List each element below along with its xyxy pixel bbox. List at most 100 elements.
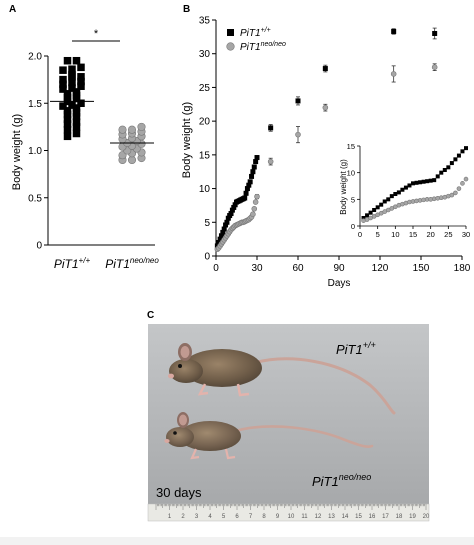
panel-a-point-wt (63, 107, 72, 115)
mouse-wt-eye (178, 364, 182, 368)
panel-b-point-wt (246, 182, 252, 188)
inset-point-wt (407, 183, 412, 188)
panel-a-point-wt (63, 110, 72, 119)
panel-a-y-tick-label: 2.0 (28, 52, 42, 63)
panel-a-category-neo: PiT1neo/neo (105, 256, 159, 271)
ruler-number: 14 (342, 514, 349, 520)
legend-wt-marker (227, 29, 234, 36)
ruler-number: 20 (423, 514, 430, 520)
panel-b-y-tick-label: 5 (204, 218, 210, 229)
mouse-neo-head (166, 427, 194, 447)
inset-x-tick-label: 20 (426, 230, 434, 239)
panel-a-point-wt (77, 82, 85, 90)
legend-neo-label: PiT1neo/neo (240, 41, 286, 53)
panel-a-y-tick-label: 1.5 (28, 99, 42, 110)
ruler-number: 4 (208, 514, 212, 520)
ruler-number: 11 (301, 514, 308, 520)
panel-b-point-wt (217, 236, 223, 242)
panel-b-point-neo (431, 64, 438, 70)
panel-b-x-tick-label: 180 (454, 263, 471, 274)
inset-point-neo (449, 192, 455, 198)
inset-point-wt (425, 179, 430, 184)
panel-b-point-wt (432, 30, 438, 36)
inset-y-tick-label: 10 (347, 169, 355, 178)
panel-b-point-wt (225, 215, 231, 221)
inset-point-wt (379, 202, 384, 207)
significance-bracket: * (72, 28, 120, 42)
panel-b-points (214, 27, 438, 253)
panel-b-point-wt (242, 195, 248, 201)
panel-a-point-wt (72, 123, 81, 131)
panel-b-point-wt (221, 226, 227, 232)
panel-a-point-neo (137, 122, 146, 131)
panel-a-point-wt (72, 91, 81, 100)
inset-y-label: Body weight (g) (339, 159, 348, 215)
panel-a-point-wt (77, 77, 85, 86)
panel-b-point-wt (322, 66, 328, 72)
inset-x-tick-label: 0 (358, 230, 362, 239)
inset-point-wt (382, 199, 387, 204)
panel-b-point-neo (390, 71, 397, 77)
panel-a-y-tick-label: 0 (36, 241, 42, 252)
legend-neo-marker (226, 42, 235, 51)
panel-b-point-neo (250, 211, 256, 217)
ruler-number: 13 (328, 514, 335, 520)
panel-b-point-wt (231, 204, 237, 210)
panel-b-y-tick-label: 30 (199, 49, 211, 60)
panel-b-point-neo (267, 158, 274, 165)
inset-y-tick-label: 5 (351, 195, 355, 204)
inset-x-tick-label: 10 (391, 230, 399, 239)
inset-x-tick-label: 5 (376, 230, 380, 239)
inset-point-neo (453, 190, 458, 196)
mouse-neo-body (179, 421, 241, 451)
panel-a-point-neo (127, 125, 137, 134)
panel-a-point-wt (72, 118, 81, 126)
panel-a-point-wt (72, 56, 81, 65)
panel-a-point-wt (59, 75, 67, 84)
panel-b-x-tick-label: 150 (413, 263, 430, 274)
panel-a-points (50, 56, 154, 164)
panel-a-point-wt (63, 90, 72, 98)
inset-point-wt (396, 190, 401, 195)
inset-point-wt (365, 213, 370, 218)
panel-b-x-tick-label: 30 (251, 263, 263, 274)
panel-b-point-wt (223, 222, 229, 228)
ruler-number: 6 (235, 514, 239, 520)
panel-b-point-wt (224, 219, 230, 225)
inset-x-tick-label: 25 (444, 230, 452, 239)
inset-point-wt (428, 178, 433, 183)
legend-wt-label: PiT1+/+ (240, 27, 271, 39)
inset-point-wt (439, 170, 444, 175)
panel-a-point-wt (77, 99, 85, 107)
ruler-number: 19 (409, 514, 416, 520)
inset-point-wt (435, 174, 440, 179)
mouse-wt-tail (248, 357, 396, 415)
panel-a-letter: A (9, 4, 16, 15)
inset-point-wt (449, 161, 454, 166)
inset-point-wt (368, 210, 373, 215)
inset-point-wt (411, 181, 415, 186)
photo-age-label: 30 days (156, 485, 202, 500)
panel-a-point-wt (68, 78, 76, 87)
panel-a-point-wt (68, 65, 76, 73)
ruler-number: 16 (369, 514, 376, 520)
panel-b-point-wt (249, 173, 255, 179)
panel-a-point-wt (63, 115, 72, 124)
inset-point-neo (456, 186, 462, 191)
inset-point-wt (421, 179, 426, 184)
inset-x-tick-label: 30 (462, 230, 470, 239)
panel-a-y-tick-label: 1.0 (28, 146, 42, 157)
panel-b-point-wt (254, 155, 260, 161)
inset-point-wt (403, 185, 408, 190)
panel-c-letter: C (147, 310, 154, 321)
panel-b-point-wt (247, 179, 253, 185)
ruler-number: 1 (168, 514, 172, 520)
inset-x-tick-label: 15 (409, 230, 417, 239)
inset-y-tick-label: 15 (347, 142, 355, 151)
panel-b-axes (215, 20, 462, 257)
inset-point-wt (456, 153, 461, 158)
inset-point-wt (453, 157, 458, 162)
panel-b-x-label: Days (328, 278, 351, 289)
panel-b-point-neo (322, 104, 329, 111)
